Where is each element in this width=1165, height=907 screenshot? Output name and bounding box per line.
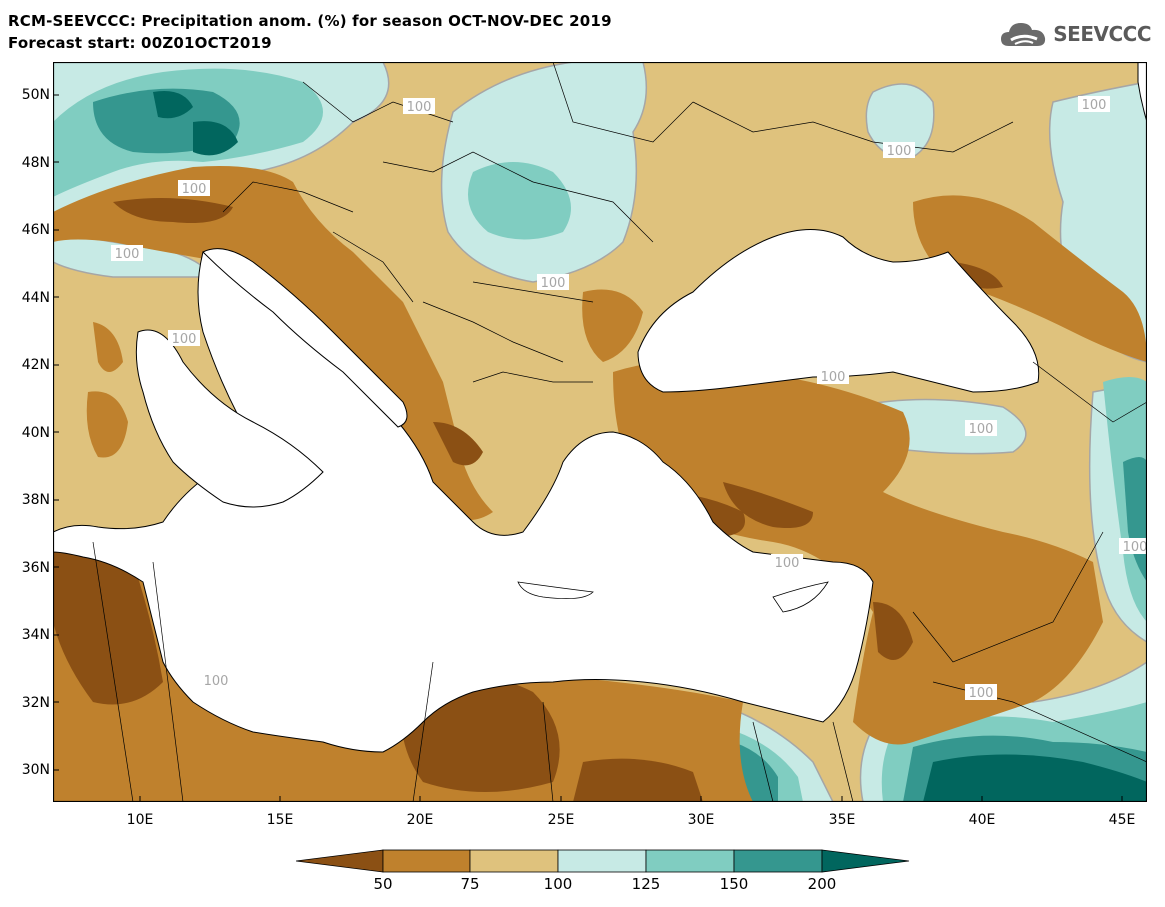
colorbar-label: 50 <box>373 875 393 893</box>
anomaly-zone-over-200 <box>923 754 1147 802</box>
anomaly-zone-over-200 <box>153 91 193 119</box>
lat-label: 30N <box>21 762 50 778</box>
lon-label: 35E <box>828 812 856 828</box>
lon-label: 25E <box>547 812 575 828</box>
anomaly-zone-over-200 <box>193 121 238 156</box>
colorbar-segment-150-200 <box>733 849 823 873</box>
anomaly-zone-50-75 <box>53 528 753 802</box>
lat-label: 36N <box>21 560 50 576</box>
contour-label: 100 <box>775 556 800 571</box>
tyrrhenian-sea <box>135 329 324 508</box>
colorbar-label: 75 <box>460 875 480 893</box>
anomaly-zone-under-50 <box>723 482 813 528</box>
lat-label: 34N <box>21 627 50 643</box>
country-borders <box>92 62 1147 802</box>
colorbar-segment-75-100 <box>469 849 559 873</box>
contour-label: 100 <box>1123 540 1147 555</box>
black-sea <box>637 229 1040 393</box>
colorbar-segment-125-150 <box>645 849 735 873</box>
contour-label: 100 <box>204 674 229 689</box>
contour-label: 100 <box>407 100 432 115</box>
lat-label: 44N <box>21 290 50 306</box>
lat-label: 42N <box>21 357 50 373</box>
lat-label: 48N <box>21 155 50 171</box>
anomaly-zone-50-75 <box>86 391 128 458</box>
anomaly-zone-under-50 <box>53 541 163 705</box>
contour-label: 100 <box>541 276 566 291</box>
contour-label: 100 <box>115 247 140 262</box>
anomaly-zone-under-50 <box>873 602 913 660</box>
lat-label: 38N <box>21 492 50 508</box>
contour-label: 100 <box>821 370 846 385</box>
lat-label: 32N <box>21 695 50 711</box>
title-line-1: RCM-SEEVCCC: Precipitation anom. (%) for… <box>8 12 612 30</box>
lon-label: 15E <box>266 812 294 828</box>
colorbar-label: 125 <box>631 875 661 893</box>
contour-label: 100 <box>969 686 994 701</box>
anomaly-zone-under-50 <box>573 758 703 802</box>
contour-label: 100 <box>887 144 912 159</box>
lon-label: 40E <box>968 812 996 828</box>
anomaly-zone-50-75 <box>582 289 643 362</box>
mediterranean-sea <box>53 251 874 753</box>
colorbar <box>296 849 910 873</box>
seevccc-logo: SEEVCCC <box>999 18 1151 50</box>
contour-label: 100 <box>172 332 197 347</box>
lat-label: 46N <box>21 222 50 238</box>
anomaly-zone-50-75 <box>53 166 493 520</box>
anomaly-zone-125-150 <box>468 162 571 240</box>
colorbar-segment-100-125 <box>557 849 647 873</box>
colorbar-label: 200 <box>807 875 837 893</box>
islands <box>517 581 829 613</box>
precipitation-anomaly-map: 100 100 100 100 100 100 100 100 100 100 … <box>53 62 1147 802</box>
anomaly-zone-under-50 <box>113 198 233 223</box>
contour-label: 100 <box>182 182 207 197</box>
lon-label: 10E <box>126 812 154 828</box>
anomaly-zone-50-75 <box>93 322 123 372</box>
colorbar-label: 150 <box>719 875 749 893</box>
adriatic-sea <box>202 248 408 428</box>
lon-label: 30E <box>687 812 715 828</box>
colorbar-segment-50-75 <box>382 849 471 873</box>
cloud-icon <box>1001 23 1046 46</box>
colorbar-segment-over-200 <box>821 849 910 873</box>
contour-labels: 100 100 100 100 100 100 100 100 100 100 … <box>111 96 1147 701</box>
colorbar-segment-under-50 <box>296 849 384 873</box>
title-line-2: Forecast start: 00Z01OCT2019 <box>8 34 272 52</box>
logo-text: SEEVCCC <box>1053 22 1151 46</box>
lon-label: 45E <box>1108 812 1136 828</box>
anomaly-zone-under-50 <box>433 422 483 466</box>
colorbar-label: 100 <box>543 875 573 893</box>
contour-label: 100 <box>969 422 994 437</box>
axis-ticks <box>53 94 1123 802</box>
anomaly-zone-50-75 <box>613 362 1103 745</box>
contour-label: 100 <box>1082 98 1107 113</box>
lon-label: 20E <box>406 812 434 828</box>
lat-label: 40N <box>21 425 50 441</box>
lat-label: 50N <box>21 87 50 103</box>
anomaly-zone-50-75 <box>913 195 1147 362</box>
